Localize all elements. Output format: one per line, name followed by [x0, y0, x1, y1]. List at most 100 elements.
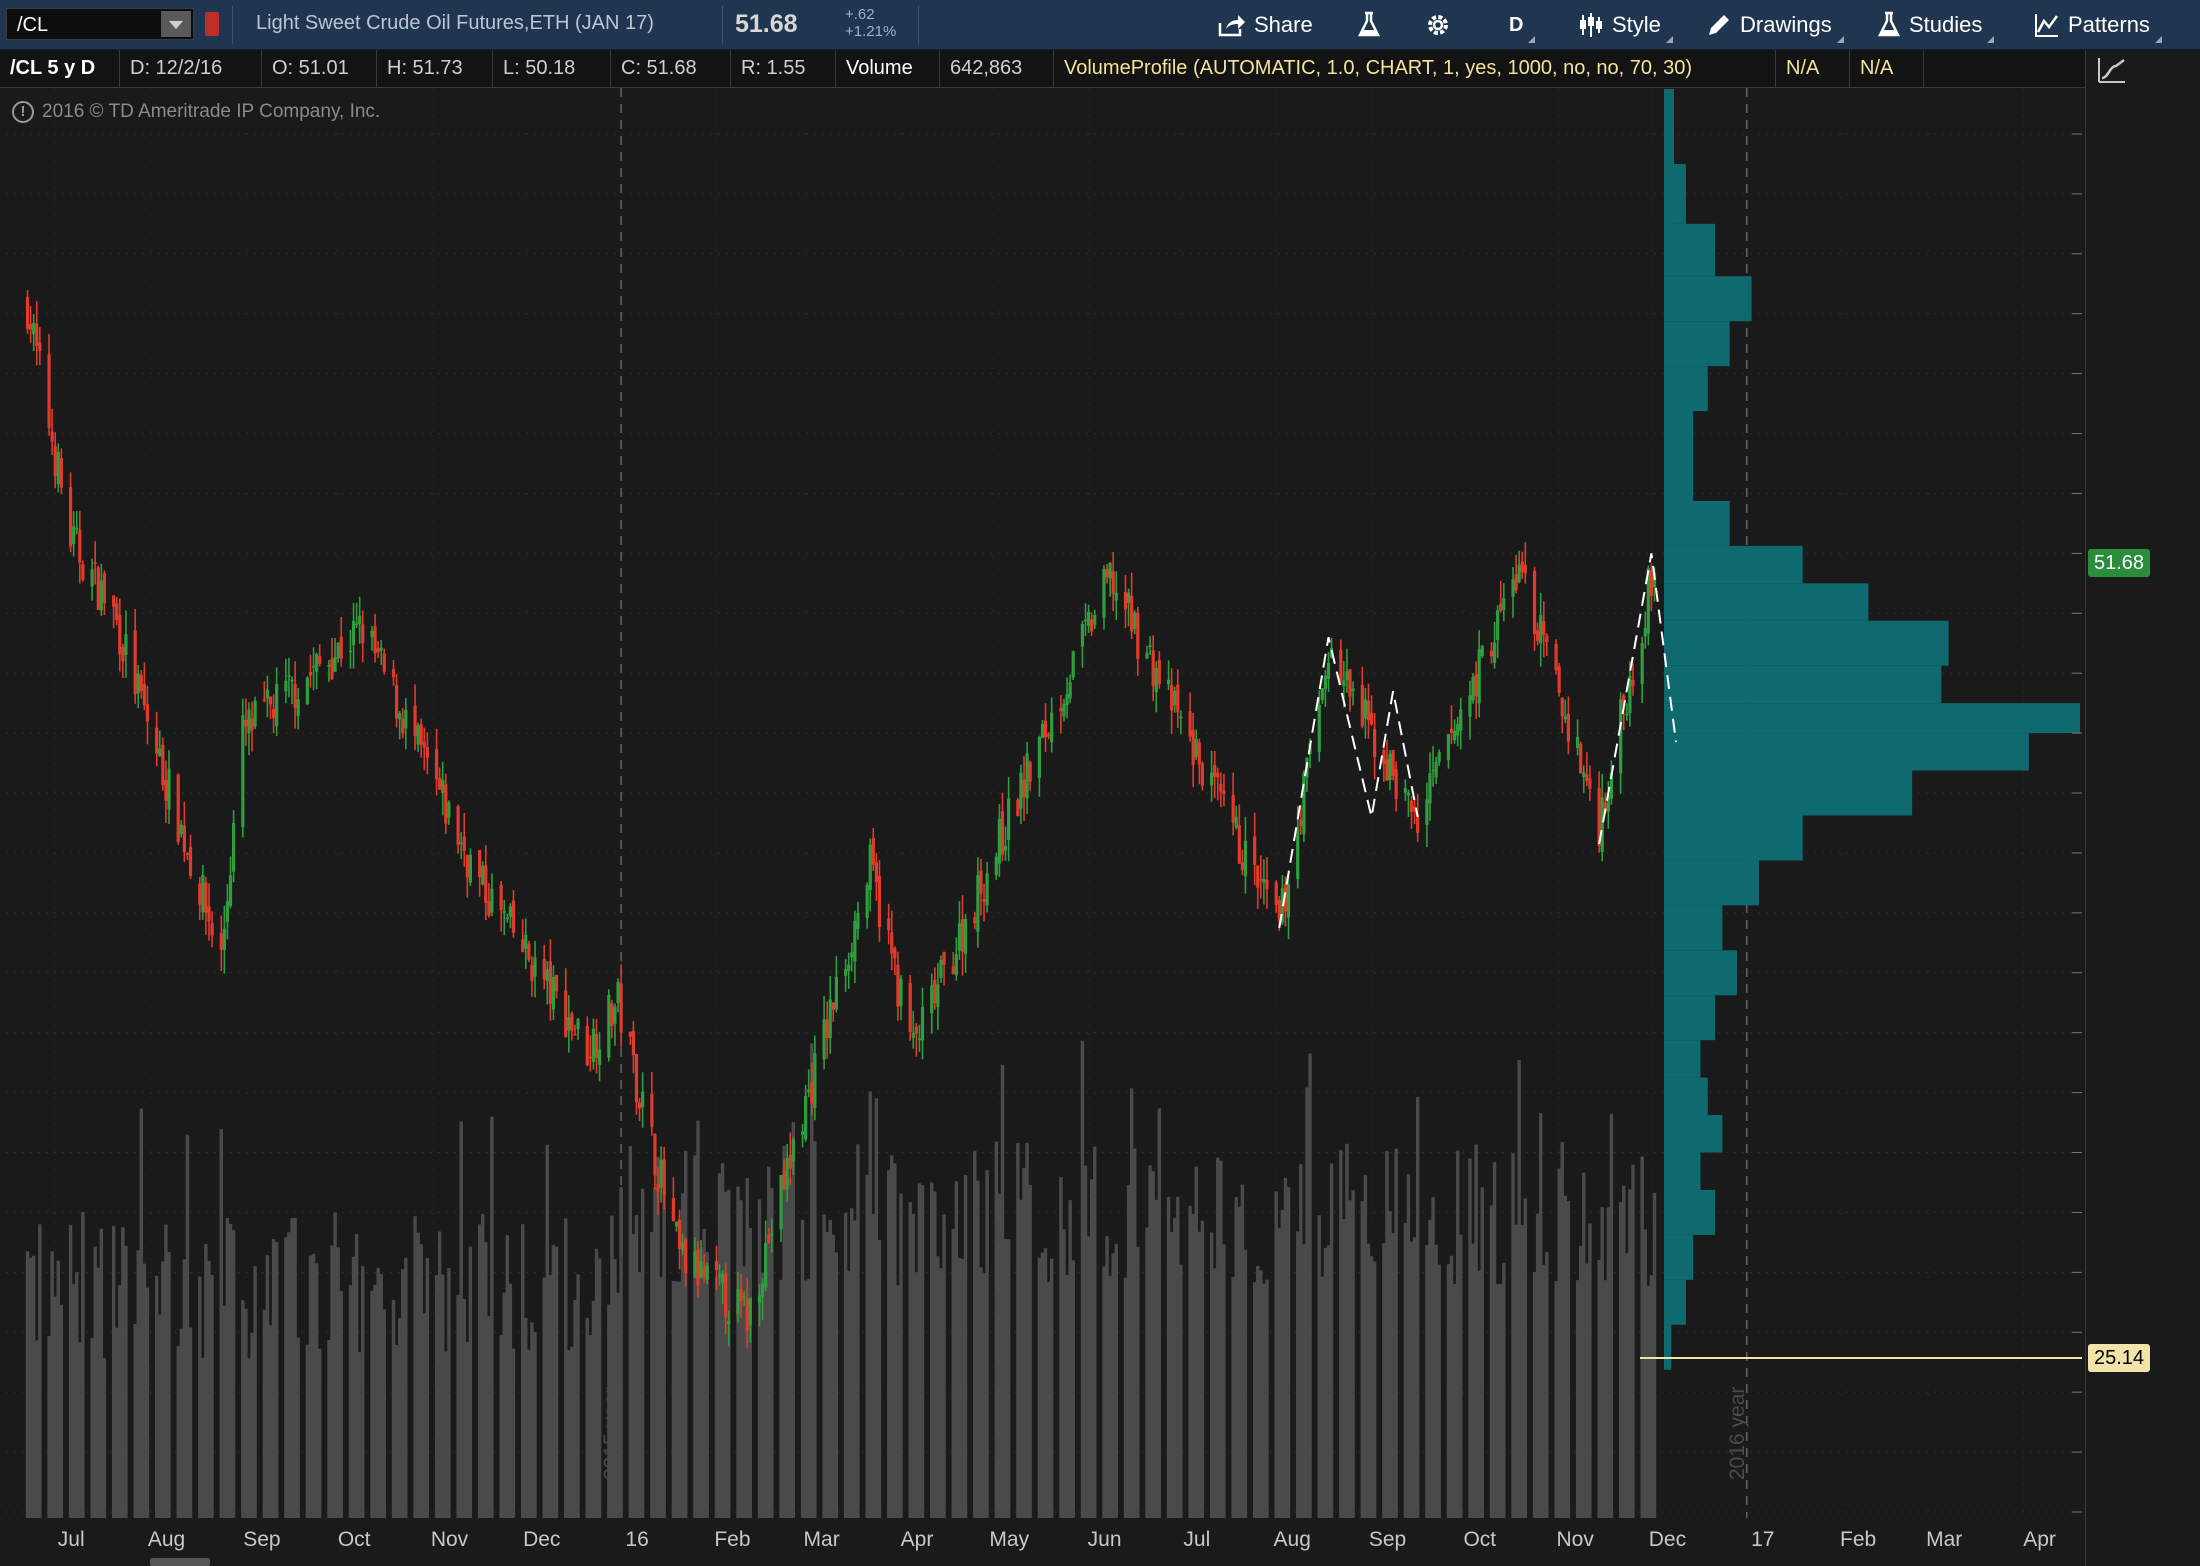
volume-profile-study[interactable]: VolumeProfile (AUTOMATIC, 1.0, CHART, 1,… [1054, 50, 1776, 87]
candle-body [142, 684, 146, 706]
volume-bar [1489, 1205, 1494, 1518]
divider [918, 6, 919, 44]
price-candles [25, 290, 1657, 1348]
volume-bar [1409, 1241, 1414, 1518]
candle-body [1539, 614, 1543, 644]
volume-bar [1256, 1266, 1260, 1518]
candle-body [767, 1234, 771, 1243]
volume-bar [1495, 1283, 1500, 1518]
chart-mode-icon[interactable] [2096, 54, 2128, 86]
candle-body [619, 983, 623, 1033]
volume-bar [683, 1150, 688, 1518]
x-tick-label: Mar [804, 1528, 840, 1551]
candle-body [1523, 564, 1527, 574]
volume-bar [293, 1217, 297, 1518]
volume-bar [225, 1217, 230, 1518]
volume-bar [35, 1340, 39, 1518]
candle-body [696, 1249, 700, 1286]
volume-bar [1643, 1229, 1647, 1518]
candle-body [490, 888, 494, 913]
candle-body [1286, 884, 1291, 918]
volume-bar [241, 1300, 245, 1518]
candle-body [936, 984, 940, 1007]
candle-body [1105, 569, 1109, 578]
candle-body [650, 1093, 654, 1127]
volume-bar [997, 1193, 1002, 1518]
symbol-selector[interactable]: /CL [6, 8, 194, 40]
candle-body [222, 928, 226, 951]
candle-body [976, 874, 980, 932]
style-button[interactable]: Style [1578, 7, 1673, 43]
volume-bar [1609, 1113, 1614, 1518]
volume-bar [994, 1141, 999, 1518]
volume-bar [720, 1163, 725, 1518]
volume-bar [1363, 1174, 1368, 1518]
candle-body [1646, 568, 1650, 634]
share-button[interactable]: Share [1218, 7, 1313, 43]
candle-body [994, 856, 998, 875]
x-tick-label: Jul [58, 1528, 85, 1551]
volume-bar [265, 1255, 270, 1518]
volume-bar [1173, 1217, 1177, 1518]
volume-bar [1474, 1144, 1478, 1518]
volume-bar [1517, 1060, 1521, 1518]
candle-body [554, 974, 559, 992]
volume-bar [917, 1183, 922, 1518]
candle-body [1373, 729, 1377, 758]
candle-body [1536, 630, 1540, 641]
candle-body [265, 689, 270, 699]
candle-body [1474, 674, 1478, 697]
volume-bar [50, 1251, 54, 1518]
settings-button[interactable] [1424, 7, 1452, 43]
candle-body [99, 580, 103, 611]
patterns-button[interactable]: Patterns [2034, 7, 2162, 43]
candle-body [551, 976, 556, 1010]
volume-bar [210, 1274, 214, 1518]
studies-button[interactable]: Studies [1877, 7, 1995, 43]
candle-body [231, 822, 236, 872]
volume-bar [1329, 1163, 1334, 1518]
drawings-button[interactable]: Drawings [1706, 7, 1844, 43]
candle-body [53, 445, 57, 477]
volume-bar [637, 1272, 642, 1518]
volume-bar [1071, 1260, 1075, 1518]
chevron-down-icon[interactable] [161, 11, 191, 37]
volume-bar [1062, 1229, 1066, 1518]
candle-body [447, 802, 451, 818]
profile-bin [1664, 321, 1730, 367]
candle-body [90, 569, 94, 587]
candle-body [963, 919, 968, 954]
candle-body [1434, 761, 1438, 778]
volume-bar [1385, 1150, 1389, 1518]
volume-bar [1388, 1210, 1392, 1518]
volume-bar [607, 1304, 611, 1518]
volume-bar [90, 1338, 94, 1518]
volume-bar [222, 1305, 227, 1518]
volume-bar [520, 1224, 525, 1518]
candle-body [1431, 769, 1435, 772]
candle-body [1090, 619, 1094, 632]
volume-bar [1080, 1040, 1085, 1518]
volume-bar [1179, 1264, 1183, 1518]
timeframe-button[interactable]: D [1509, 7, 1536, 43]
volume-bar [1145, 1227, 1149, 1518]
pattern-line [1278, 637, 1419, 928]
candle-body [1166, 679, 1171, 685]
lab-button[interactable] [1357, 7, 1381, 43]
info-icon[interactable]: ! [12, 101, 34, 123]
candle-body [822, 1019, 826, 1060]
symbol-text[interactable]: /CL [17, 14, 49, 36]
volume-bar [699, 1247, 703, 1518]
candle-body [330, 658, 334, 680]
candle-body [444, 784, 448, 824]
volume-bar [822, 1214, 826, 1518]
volume-bar [158, 1314, 162, 1518]
candle-body [770, 1233, 774, 1236]
flag-icon[interactable] [205, 12, 219, 36]
volume-bar [893, 1163, 897, 1518]
candle-body [1502, 598, 1506, 611]
candle-body [693, 1251, 697, 1278]
volume-bar [1108, 1275, 1112, 1518]
profile-bin [1664, 276, 1752, 322]
